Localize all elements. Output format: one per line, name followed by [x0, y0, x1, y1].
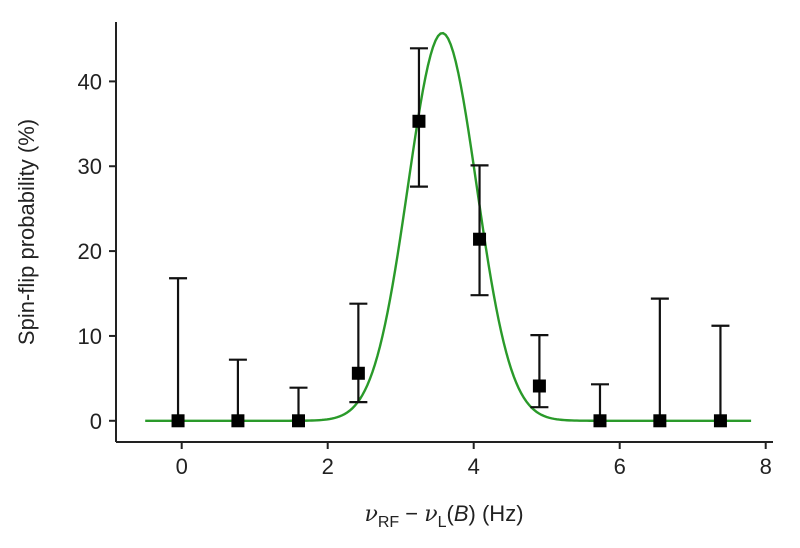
x-tick-label: 6: [614, 454, 626, 479]
x-tick-label: 4: [468, 454, 480, 479]
y-ticks: 0 10 20 30 40: [78, 69, 116, 434]
x-tick-label: 8: [760, 454, 772, 479]
y-tick-label: 10: [78, 324, 102, 349]
x-axis-title: νRF − νL(B) (Hz): [364, 501, 523, 531]
x-axis-title-b: B: [454, 501, 469, 526]
x-axis-title-paren-close: ) (Hz): [469, 501, 524, 526]
data-point-marker: [713, 414, 727, 428]
x-axis-title-nu1: ν: [364, 502, 377, 527]
data-point-marker: [593, 414, 607, 428]
axes: [115, 22, 773, 443]
fit-layer: [145, 31, 752, 422]
x-axis-title-paren-open: (: [447, 501, 455, 526]
gaussian-fit-line: [145, 31, 752, 422]
y-tick-label: 0: [90, 409, 102, 434]
data-point-marker: [171, 414, 185, 428]
data-point-marker: [351, 366, 365, 380]
x-axis-title-minus: −: [399, 501, 424, 526]
data-point-marker: [292, 414, 305, 428]
x-ticks: 0 2 4 6 8: [176, 442, 772, 479]
data-layer: [169, 47, 730, 428]
data-point-marker: [412, 114, 426, 128]
y-tick-label: 30: [78, 154, 102, 179]
data-point-marker: [473, 232, 487, 246]
y-tick-label: 40: [78, 69, 102, 94]
data-point-marker: [532, 379, 546, 393]
y-axis-title: Spin-flip probability (%): [14, 119, 39, 345]
y-tick-label: 20: [78, 239, 102, 264]
x-axis-title-sub1: RF: [378, 514, 400, 531]
data-point-marker: [653, 414, 667, 428]
x-tick-label: 0: [176, 454, 188, 479]
x-axis-title-sub2: L: [438, 514, 447, 531]
x-axis-title-nu2: ν: [424, 502, 437, 527]
data-point-marker: [231, 414, 245, 428]
x-tick-label: 2: [322, 454, 334, 479]
